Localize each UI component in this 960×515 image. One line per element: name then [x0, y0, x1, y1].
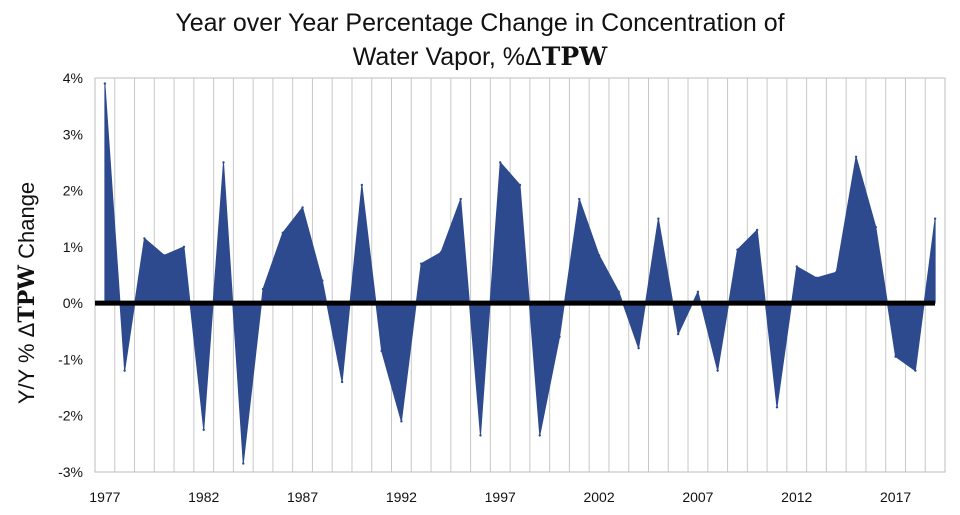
y-tick-label: 2%	[63, 183, 83, 199]
x-tick-label: 2017	[880, 489, 911, 505]
data-point	[360, 183, 364, 187]
data-point	[676, 332, 680, 336]
data-point	[637, 346, 640, 350]
y-tick-label: 0%	[63, 295, 83, 311]
data-point	[597, 254, 601, 257]
data-point	[914, 369, 917, 372]
data-point	[894, 355, 897, 358]
data-point	[182, 245, 186, 249]
chart-title-line2-bold: TPW	[541, 42, 608, 71]
chart-title-line2-prefix: Water Vapor, %Δ	[352, 43, 542, 71]
data-point	[835, 270, 838, 274]
x-tick-label: 1992	[386, 489, 417, 505]
data-point	[281, 231, 284, 234]
data-point	[499, 161, 502, 164]
data-point	[162, 254, 166, 257]
x-tick-label: 1987	[287, 489, 318, 505]
y-tick-label: -2%	[58, 408, 83, 424]
data-point	[795, 265, 798, 268]
y-tick-label: -1%	[58, 351, 83, 367]
x-tick-label: 1997	[485, 489, 516, 505]
data-point	[321, 279, 324, 282]
data-point	[538, 434, 541, 437]
data-point	[775, 406, 779, 409]
data-point	[854, 155, 858, 158]
data-point	[123, 369, 126, 372]
data-point	[103, 82, 107, 85]
data-point	[578, 197, 581, 201]
data-point	[479, 434, 482, 437]
x-tick-label: 2007	[682, 489, 713, 505]
data-point	[400, 420, 403, 423]
data-point	[222, 161, 225, 164]
data-point	[716, 369, 719, 372]
data-point	[439, 251, 443, 254]
x-tick-label: 2002	[583, 489, 614, 505]
data-point	[242, 462, 245, 465]
data-point	[696, 290, 700, 294]
data-point	[518, 183, 522, 187]
plot-border	[94, 77, 946, 473]
data-point	[736, 248, 739, 251]
chart-title-line1: Year over Year Percentage Change in Conc…	[175, 9, 785, 37]
data-point	[558, 335, 561, 339]
y-tick-label: 3%	[63, 126, 83, 142]
data-point	[202, 428, 205, 431]
data-point	[261, 287, 265, 291]
data-point	[874, 225, 878, 229]
x-tick-label: 1982	[188, 489, 219, 505]
series-area	[104, 83, 936, 465]
data-point	[143, 237, 146, 240]
data-point	[380, 349, 383, 353]
data-point	[301, 206, 304, 209]
y-tick-label: 4%	[63, 70, 83, 86]
data-point	[657, 217, 660, 220]
data-point	[419, 262, 423, 265]
data-point	[933, 217, 937, 220]
data-point	[459, 197, 462, 201]
y-tick-label: -3%	[58, 464, 83, 480]
data-point	[617, 290, 621, 294]
y-tick-label: 1%	[63, 239, 83, 255]
data-point	[815, 276, 818, 280]
data-point	[756, 228, 759, 232]
data-point	[340, 380, 344, 384]
x-tick-label: 2012	[781, 489, 812, 505]
x-tick-label: 1977	[89, 489, 120, 505]
chart-title-line2: Water Vapor, %ΔTPW	[0, 40, 960, 74]
